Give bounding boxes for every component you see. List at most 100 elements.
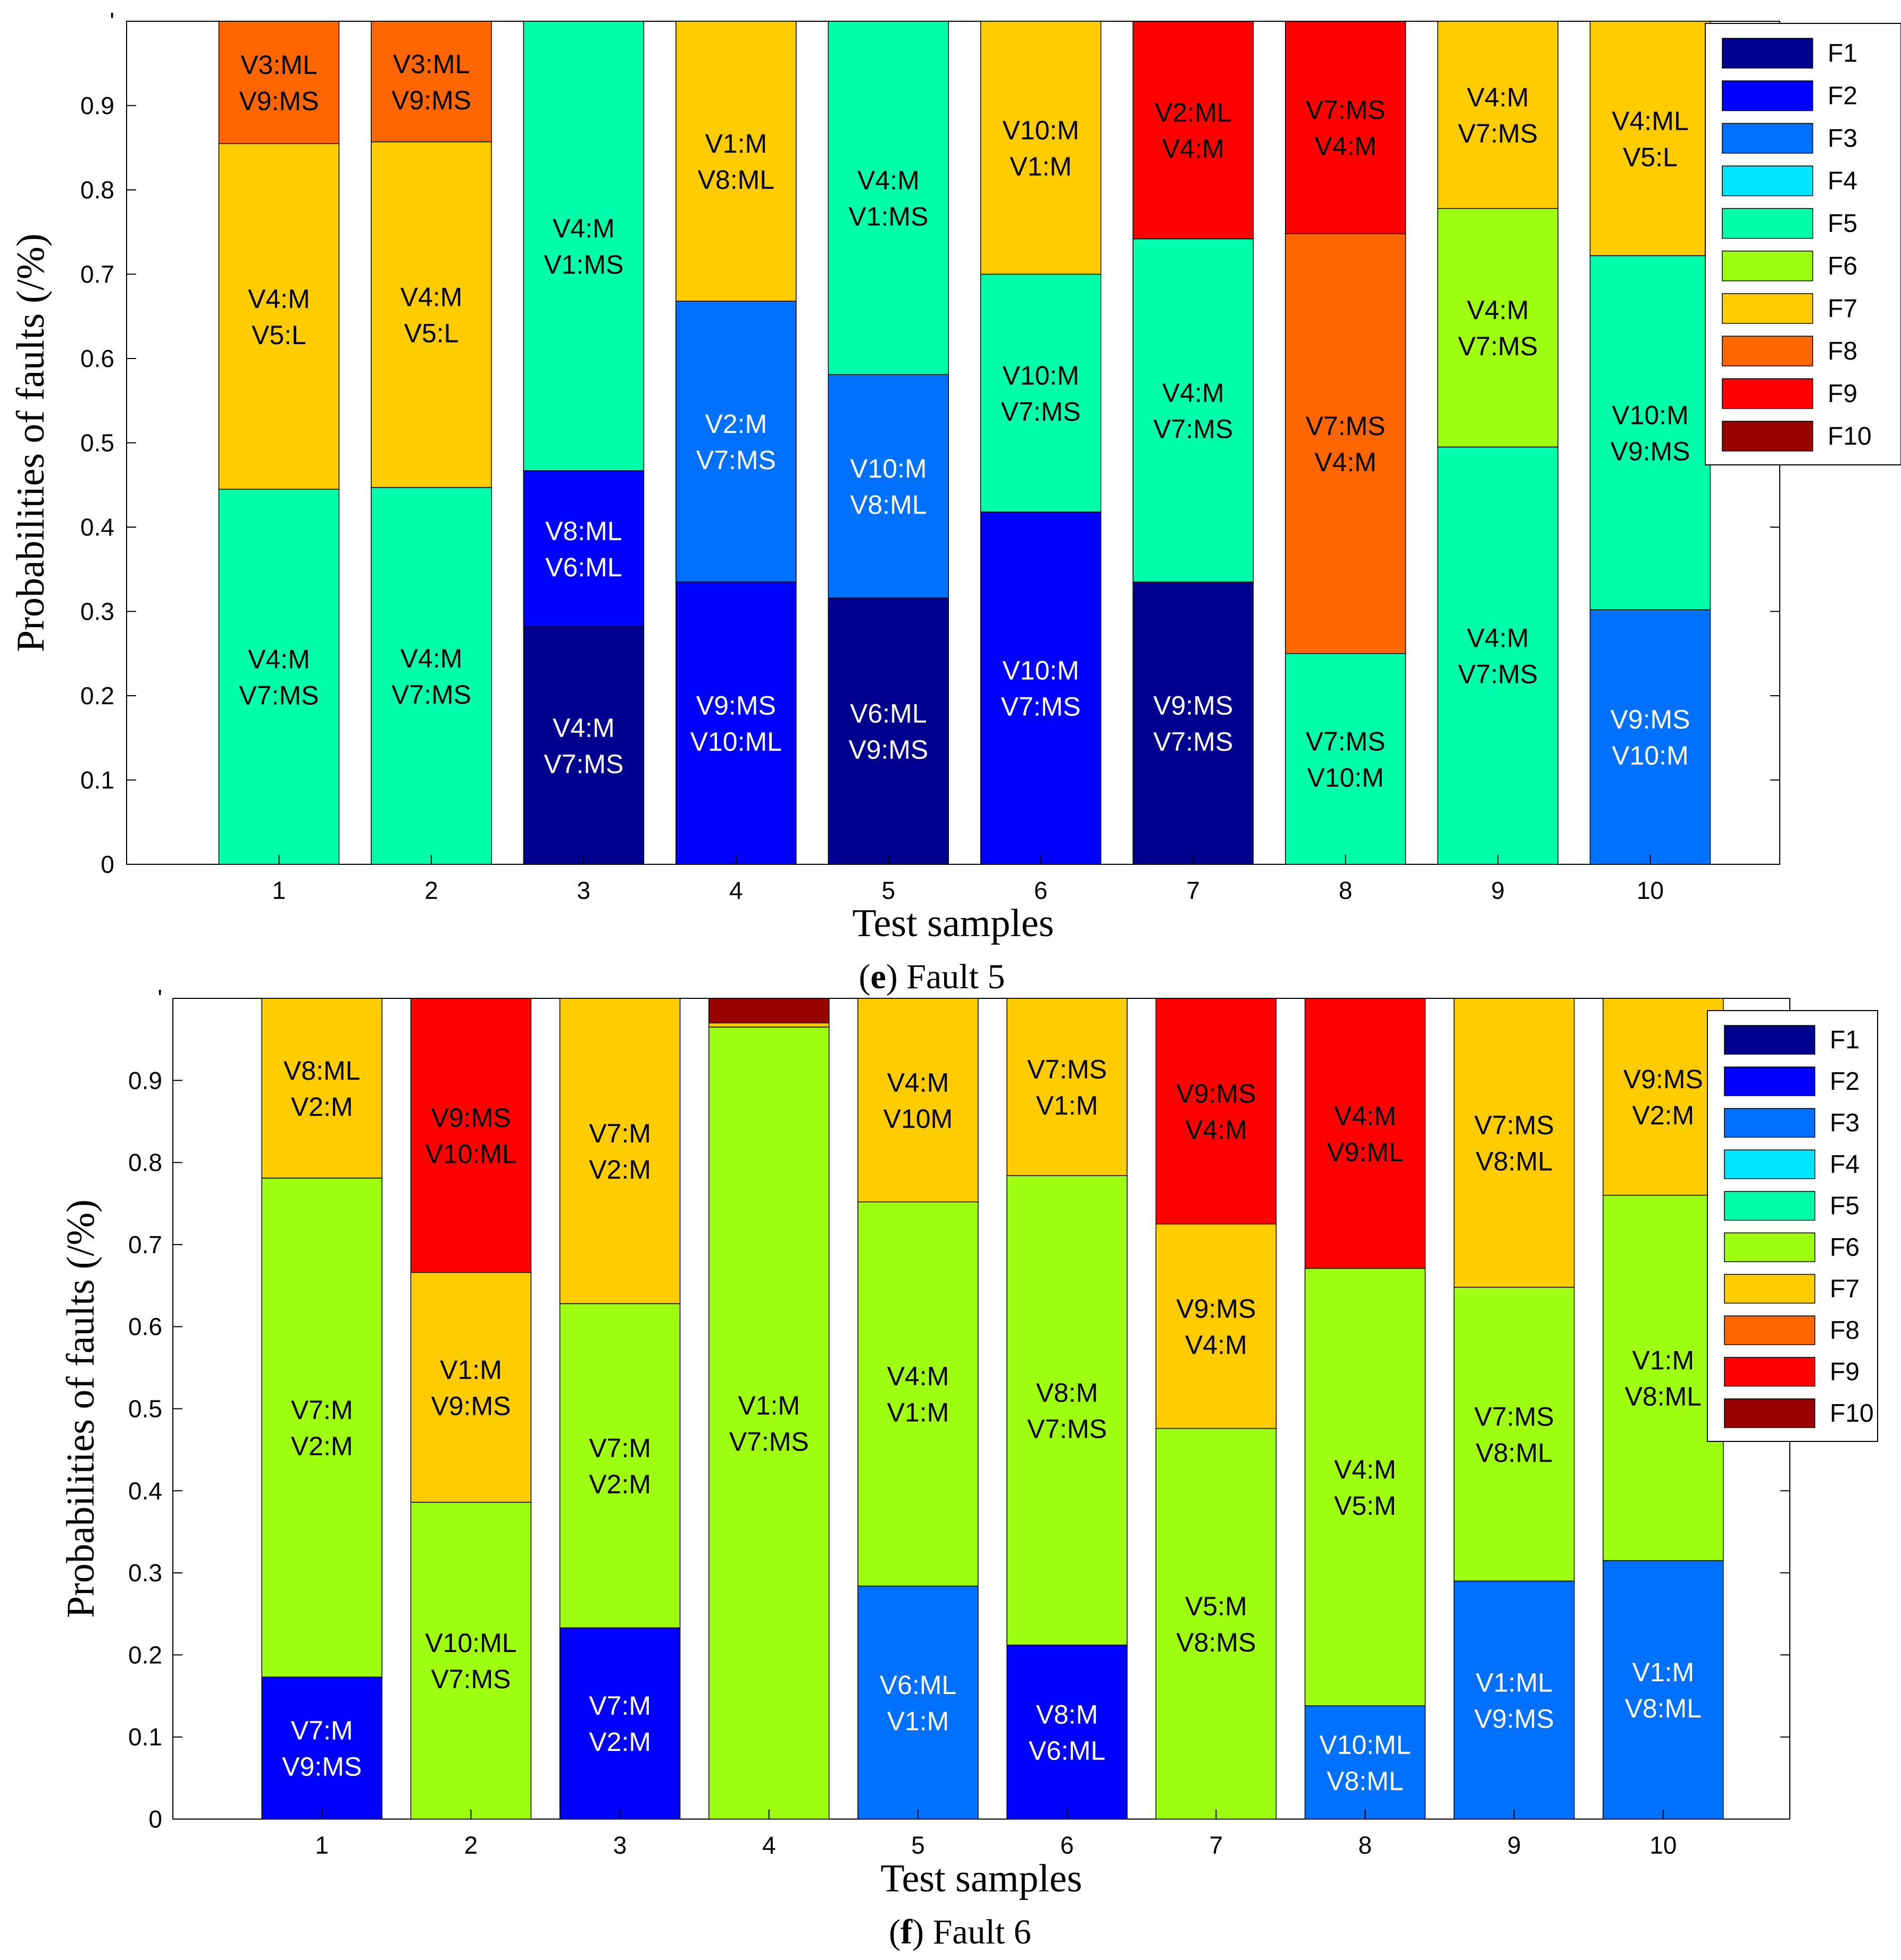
bar-segment-label: V10:ML xyxy=(425,1139,516,1169)
bar-segment-label: V7:MS xyxy=(1001,692,1081,722)
x-tick-label: 2 xyxy=(424,877,438,904)
bar-segment xyxy=(523,626,645,865)
bar-segment-label: V4:M xyxy=(1162,378,1224,407)
bar-segment-label: V4:M xyxy=(553,713,615,743)
bar-segment-label: V1:M xyxy=(1010,152,1072,181)
bar-segment-label: V5:M xyxy=(1185,1591,1247,1621)
legend-label: F7 xyxy=(1828,295,1857,323)
bar-segment-label: V4:M xyxy=(1185,1330,1247,1360)
x-tick-label: 9 xyxy=(1491,877,1505,904)
bar-segment-label: V1:M xyxy=(887,1398,949,1428)
bar-segment xyxy=(261,1677,382,1820)
y-tick-label: 0 xyxy=(148,1805,162,1833)
bar-segment-label: V2:M xyxy=(1632,1100,1694,1130)
bar-segment-label: V7:MS xyxy=(1474,1111,1554,1140)
y-tick-label: 0.2 xyxy=(128,1641,162,1669)
bar-segment-label: V4:M xyxy=(1334,1101,1396,1131)
x-tick-label: 8 xyxy=(1358,1831,1372,1859)
bar-segment-label: V9:MS xyxy=(391,85,471,115)
bar-segment xyxy=(1589,21,1711,256)
bar-segment-label: V6:ML xyxy=(850,699,927,729)
x-tick-label: 5 xyxy=(911,1831,925,1859)
caption-text: Fault 5 xyxy=(898,957,1005,996)
bar-segment-label: V7:M xyxy=(589,1691,651,1721)
bar-segment xyxy=(980,511,1102,865)
legend-label: F5 xyxy=(1828,210,1857,238)
legend-label: F6 xyxy=(1828,252,1857,280)
bar-segment-label: V7:MS xyxy=(1458,331,1538,361)
bar-segment-label: V9:MS xyxy=(1176,1079,1256,1108)
bar-segment-label: V8:ML xyxy=(1475,1438,1553,1467)
bar-segment xyxy=(1132,21,1254,239)
bar-segment-label: V7:MS xyxy=(1001,397,1081,427)
x-tick-label: 10 xyxy=(1649,1831,1677,1859)
bar-segment xyxy=(980,21,1102,275)
bar-segment-label: V1:M xyxy=(1036,1091,1098,1121)
y-tick-label: ' xyxy=(157,985,162,1012)
bar-segment-label: V4:M xyxy=(248,284,310,314)
y-tick-label: 0.3 xyxy=(80,598,114,625)
y-tick-label: 0 xyxy=(101,850,114,878)
bar-segment-label: V10:M xyxy=(1612,741,1689,771)
bar-segment-label: V7:MS xyxy=(1458,660,1538,689)
bar-segment-label: V2:M xyxy=(291,1431,353,1461)
bar-segment-label: V4:M xyxy=(1162,134,1224,163)
bar-segment-label: V7:MS xyxy=(544,749,623,779)
legend-swatch xyxy=(1724,1108,1815,1138)
bar-segment-label: V10:M xyxy=(1002,361,1079,390)
bar-segment-label: V1:M xyxy=(440,1355,502,1384)
bar-segment-label: V10:M xyxy=(1307,763,1384,793)
bar-segment xyxy=(1589,255,1711,611)
bar-segment-label: V7:MS xyxy=(1458,119,1538,148)
bar-segment xyxy=(1155,1428,1277,1820)
legend-swatch xyxy=(1724,1398,1815,1428)
bar-segment-label: V10:ML xyxy=(690,727,782,757)
bar-segment xyxy=(1304,1267,1426,1706)
bar-segment-label: V4:M xyxy=(401,282,463,312)
bar-segment xyxy=(828,21,949,375)
bar-segment-label: V7:MS xyxy=(1306,411,1386,441)
bar-segment-label: V8:ML xyxy=(545,516,622,546)
legend-label: F5 xyxy=(1830,1192,1860,1220)
bar-segment xyxy=(1437,446,1558,865)
legend-swatch xyxy=(1722,123,1813,154)
x-tick-label: 9 xyxy=(1507,1831,1521,1859)
legend-label: F2 xyxy=(1830,1067,1860,1096)
bar-segment xyxy=(371,141,492,488)
bar-segment xyxy=(559,998,681,1304)
legend-label: F10 xyxy=(1830,1399,1874,1428)
bar-segment-label: V4:M xyxy=(1314,447,1377,477)
bar-segment-label: V3:ML xyxy=(240,50,318,80)
y-axis-title: Probabilities of faults (/%) xyxy=(9,233,53,652)
bar-segment-label: V4:M xyxy=(887,1362,949,1391)
legend-label: F1 xyxy=(1830,1026,1860,1054)
x-tick-label: 5 xyxy=(881,877,895,904)
bar-segment xyxy=(708,1027,830,1820)
bar-segment-label: V1:M xyxy=(887,1706,949,1736)
bar-segment-label: V1:M xyxy=(705,129,767,159)
bar-segment xyxy=(261,998,382,1179)
bar-segment-label: V5:L xyxy=(1623,142,1678,172)
bar-segment-label: V1:MS xyxy=(848,202,928,231)
bar-segment xyxy=(1603,998,1724,1196)
bar-segment xyxy=(676,301,797,582)
legend-label: F2 xyxy=(1828,82,1857,110)
legend-swatch xyxy=(1724,1191,1815,1221)
y-tick-label: 0.9 xyxy=(128,1066,162,1094)
bar-segment xyxy=(218,143,340,490)
y-axis-title: Probabilities of faults (/%) xyxy=(59,1199,103,1618)
bar-segment-label: V5:L xyxy=(252,320,306,350)
bar-segment-label: V7:M xyxy=(589,1433,651,1463)
y-tick-label: 0.4 xyxy=(80,513,114,541)
y-tick-label: 0.6 xyxy=(128,1313,162,1340)
y-tick-label: 0.7 xyxy=(80,261,114,288)
bar-segment-label: V10:M xyxy=(850,454,927,483)
bar-segment-label: V4:M xyxy=(887,1067,949,1097)
bar-segment-label: V10M xyxy=(883,1104,953,1133)
y-tick-label: 0.7 xyxy=(128,1231,162,1258)
legend-swatch xyxy=(1724,1149,1815,1179)
bar-segment-label: V4:M xyxy=(1185,1115,1247,1145)
bar-segment-label: V1:M xyxy=(1632,1346,1694,1375)
bar-segment-label: V8:ML xyxy=(1475,1147,1553,1177)
